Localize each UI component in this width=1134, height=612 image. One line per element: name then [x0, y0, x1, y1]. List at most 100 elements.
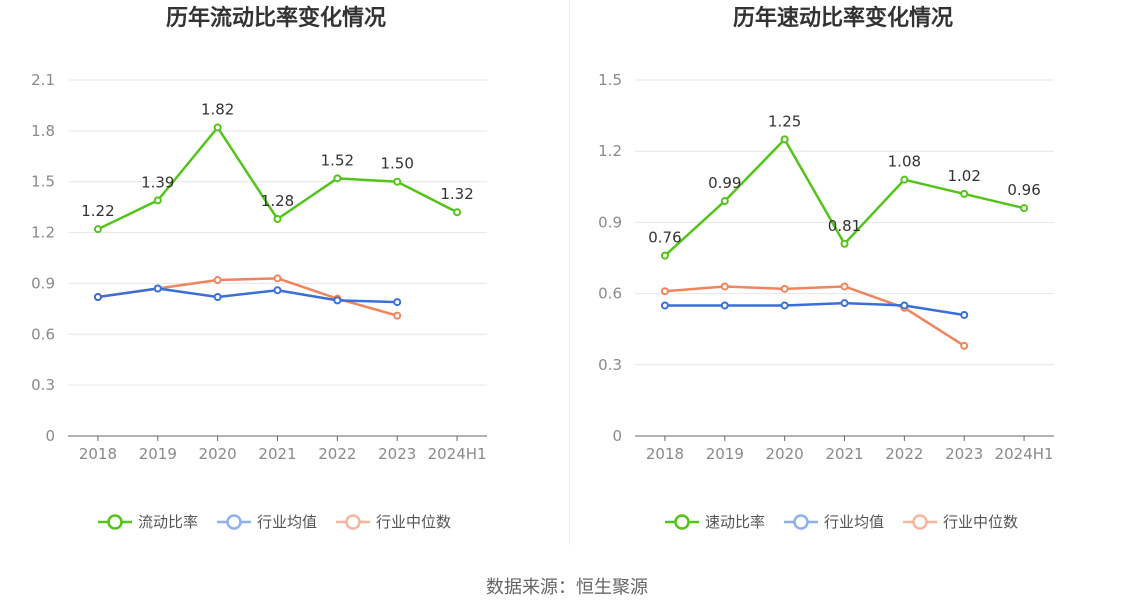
y-tick-label: 0.6	[31, 325, 55, 343]
x-tick-label: 2019	[139, 445, 177, 463]
y-tick-label: 0	[612, 427, 622, 445]
data-point	[273, 215, 282, 224]
data-point	[660, 301, 669, 310]
data-point	[660, 251, 669, 260]
legend-item[interactable]: 流动比率	[98, 513, 198, 531]
chart-title: 历年速动比率变化情况	[733, 5, 953, 31]
legend-label: 速动比率	[705, 513, 765, 531]
data-point	[900, 175, 909, 184]
data-point	[960, 310, 969, 319]
legend-label: 行业中位数	[376, 513, 451, 531]
data-point	[213, 292, 222, 301]
legend-item[interactable]: 行业中位数	[336, 513, 451, 531]
current-ratio-chart-svg: 历年流动比率变化情况 0 0.3 0.6 0.9 1.2 1.5 1.8 2.1 2018 2019…	[31, 5, 487, 531]
data-point	[840, 239, 849, 248]
x-tick-label: 2019	[706, 445, 744, 463]
data-point	[1020, 204, 1029, 213]
data-point	[213, 123, 222, 132]
series-quick-1	[660, 299, 969, 319]
data-label: 1.25	[768, 112, 801, 130]
data-label: 1.28	[261, 192, 294, 210]
data-point	[960, 341, 969, 350]
data-point	[780, 301, 789, 310]
legend-item[interactable]: 行业均值	[784, 513, 884, 531]
x-tick-label: 2021	[825, 445, 863, 463]
data-point	[660, 287, 669, 296]
data-point	[153, 284, 162, 293]
data-label: 1.50	[381, 155, 414, 173]
data-point	[333, 174, 342, 183]
data-point	[453, 208, 462, 217]
data-label: 1.39	[141, 173, 174, 191]
x-tick-label: 2021	[258, 445, 296, 463]
data-point	[720, 197, 729, 206]
data-point	[93, 292, 102, 301]
y-tick-label: 1.2	[31, 224, 55, 242]
data-point	[900, 301, 909, 310]
quick-ratio-chart: 历年速动比率变化情况 0 0.3 0.6 0.9 1.2 1.5 2018 2019 2020 20…	[567, 0, 1134, 560]
data-point	[213, 276, 222, 285]
x-tick-label: 2022	[318, 445, 356, 463]
series-quick-0	[660, 135, 1029, 260]
legend-marker	[793, 514, 809, 530]
data-point	[393, 177, 402, 186]
data-point	[393, 298, 402, 307]
data-label: 0.96	[1007, 181, 1040, 199]
data-point	[720, 282, 729, 291]
y-tick-label: 1.2	[598, 142, 622, 160]
legend: 速动比率 行业均值 行业中位数	[665, 513, 1018, 531]
legend-item[interactable]: 行业中位数	[903, 513, 1018, 531]
data-point	[333, 296, 342, 305]
data-point	[720, 301, 729, 310]
data-label: 1.08	[888, 153, 921, 171]
legend: 流动比率 行业均值 行业中位数	[98, 513, 451, 531]
data-point	[780, 135, 789, 144]
series-current-1	[93, 284, 402, 307]
y-tick-label: 0.9	[598, 213, 622, 231]
x-tick-label: 2020	[766, 445, 804, 463]
legend-marker	[674, 514, 690, 530]
series-line	[97, 277, 398, 317]
series-current-0	[93, 123, 462, 234]
x-tick-label: 2024H1	[995, 445, 1054, 463]
data-point	[273, 286, 282, 295]
x-tick-label: 2022	[885, 445, 923, 463]
y-tick-label: 0.3	[598, 356, 622, 374]
data-point	[780, 284, 789, 293]
series-current-2	[93, 274, 402, 320]
legend-item[interactable]: 速动比率	[665, 513, 765, 531]
y-tick-label: 0.6	[598, 285, 622, 303]
data-label: 1.22	[81, 202, 114, 220]
data-point	[840, 299, 849, 308]
y-tick-label: 1.8	[31, 122, 55, 140]
data-label: 0.76	[648, 229, 681, 247]
y-tick-label: 2.1	[31, 71, 55, 89]
series-line	[664, 285, 965, 347]
current-ratio-chart: 历年流动比率变化情况 0 0.3 0.6 0.9 1.2 1.5 1.8 2.1 2018 2019…	[0, 0, 567, 560]
x-tick-label: 2018	[79, 445, 117, 463]
legend-label: 行业均值	[257, 513, 317, 531]
data-label: 1.02	[948, 167, 981, 185]
series-line	[97, 287, 398, 304]
quick-ratio-chart-svg: 历年速动比率变化情况 0 0.3 0.6 0.9 1.2 1.5 2018 2019 2020 20…	[598, 5, 1054, 531]
legend-marker	[345, 514, 361, 530]
series-quick-2	[660, 282, 969, 350]
legend-item[interactable]: 行业均值	[217, 513, 317, 531]
legend-label: 行业均值	[824, 513, 884, 531]
series-line	[664, 301, 965, 317]
x-tick-label: 2024H1	[428, 445, 487, 463]
data-point	[840, 282, 849, 291]
y-tick-label: 0.9	[31, 274, 55, 292]
x-tick-label: 2020	[199, 445, 237, 463]
data-label: 0.99	[708, 174, 741, 192]
data-label: 1.32	[440, 185, 473, 203]
data-label: 1.82	[201, 100, 234, 118]
data-point	[960, 189, 969, 198]
legend-label: 行业中位数	[943, 513, 1018, 531]
x-tick-label: 2018	[646, 445, 684, 463]
chart-title: 历年流动比率变化情况	[166, 5, 386, 31]
data-point	[93, 225, 102, 234]
y-tick-label: 0.3	[31, 376, 55, 394]
y-tick-label: 1.5	[598, 71, 622, 89]
legend-label: 流动比率	[138, 513, 198, 531]
